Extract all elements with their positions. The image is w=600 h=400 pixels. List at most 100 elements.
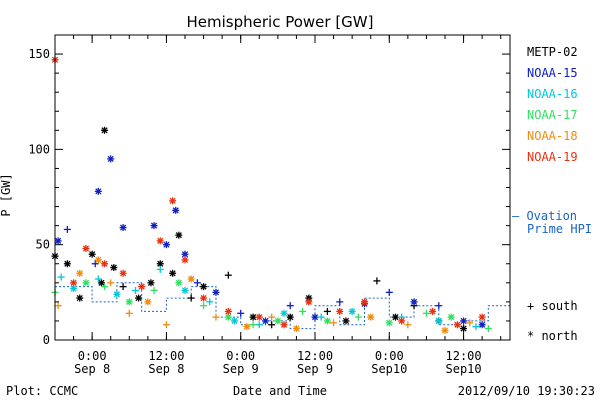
south-point-noaa-15 [63,225,71,233]
north-point-metp-02 [101,126,109,134]
north-point-noaa-19 [119,269,127,277]
north-point-metp-02 [286,313,294,321]
south-point-noaa-16 [317,313,325,321]
south-point-noaa-18 [162,321,170,329]
north-point-metp-02 [76,294,84,302]
north-point-metp-02 [156,260,164,268]
south-point-noaa-16 [472,323,480,331]
legend: METP-02 NOAA-15 NOAA-16 NOAA-17 NOAA-18 NOAA-… [512,45,592,343]
south-point-noaa-17 [299,307,307,315]
north-point-noaa-16 [348,307,356,315]
y-axis-label: P [GW] [0,173,13,216]
north-point-noaa-18 [441,326,449,334]
north-point-noaa-19 [280,321,288,329]
north-point-noaa-17 [125,298,133,306]
north-point-metp-02 [342,317,350,325]
north-point-noaa-19 [156,237,164,245]
north-point-noaa-15 [162,241,170,249]
north-point-noaa-17 [175,279,183,287]
north-point-metp-02 [110,264,118,272]
north-point-noaa-19 [255,313,263,321]
south-point-noaa-17 [101,283,109,291]
south-point-noaa-16 [206,298,214,306]
north-point-metp-02 [147,279,155,287]
north-point-noaa-15 [172,206,180,214]
north-point-noaa-16 [231,317,239,325]
legend-noaa-15: NOAA-15 [527,66,578,80]
x-tick-label: 0:00 [375,349,404,363]
x-tick-label: 0:00 [226,349,255,363]
north-point-metp-02 [460,325,468,333]
x-tick-label: 0:00 [78,349,107,363]
south-point-noaa-16 [255,321,263,329]
chart-title: Hemispheric Power [GW] [187,13,374,31]
legend-marker-south: + south [527,299,578,313]
south-point-noaa-17 [354,313,362,321]
south-point-noaa-18 [107,279,115,287]
north-point-noaa-15 [94,187,102,195]
legend-noaa-18: NOAA-18 [527,129,578,143]
south-point-noaa-17 [484,325,492,333]
north-point-noaa-15 [150,222,158,230]
north-point-noaa-15 [212,288,220,296]
north-point-metp-02 [135,294,143,302]
north-point-noaa-19 [70,279,78,287]
south-point-noaa-18 [212,313,220,321]
north-point-noaa-18 [367,313,375,321]
north-point-metp-02 [249,313,257,321]
north-point-noaa-16 [181,286,189,294]
x-tick-date: Sep 9 [297,362,333,376]
plot-frame [54,34,511,341]
south-point-noaa-15 [286,302,294,310]
north-point-metp-02 [63,260,71,268]
footer-timestamp: 2012/09/10 19:30:23 [458,384,595,398]
legend-ovation-line2: Prime HPI [527,222,592,236]
x-tick-label: 12:00 [148,349,184,363]
north-point-noaa-18 [292,325,300,333]
north-point-noaa-19 [305,298,313,306]
north-point-metp-02 [169,269,177,277]
south-point-noaa-18 [268,313,276,321]
south-point-metp-02 [373,277,381,285]
north-point-noaa-15 [410,298,418,306]
south-point-noaa-15 [385,288,393,296]
south-point-noaa-18 [54,302,62,310]
south-point-noaa-17 [249,321,257,329]
x-tick-date: Sep 8 [74,362,110,376]
north-point-noaa-17 [82,279,90,287]
north-point-metp-02 [97,279,105,287]
north-point-noaa-17 [385,319,393,327]
north-point-metp-02 [391,313,399,321]
x-tick-date: Sep10 [446,362,482,376]
legend-marker-north: * north [527,329,578,343]
south-point-metp-02 [224,271,232,279]
south-point-noaa-15 [193,279,201,287]
north-point-noaa-18 [76,269,84,277]
north-point-noaa-15 [261,317,269,325]
x-tick-date: Sep 9 [223,362,259,376]
south-point-noaa-17 [150,286,158,294]
south-point-noaa-18 [330,319,338,327]
ovation-line [55,282,511,330]
north-point-noaa-17 [447,313,455,321]
x-tick-date: Sep10 [371,362,407,376]
north-point-noaa-19 [82,245,90,252]
north-point-noaa-16 [113,290,121,298]
south-point-noaa-16 [131,286,139,294]
south-point-noaa-18 [404,321,412,329]
south-point-metp-02 [323,307,331,315]
legend-noaa-17: NOAA-17 [527,108,578,122]
north-point-noaa-15 [311,313,319,321]
north-point-noaa-16 [435,317,443,325]
legend-noaa-16: NOAA-16 [527,87,578,101]
north-point-noaa-19 [181,256,189,264]
south-point-noaa-17 [200,302,208,310]
south-point-noaa-16 [57,273,65,281]
north-point-noaa-19 [200,294,208,302]
north-point-noaa-19 [138,283,146,291]
footer-plot-source: Plot: CCMC [6,384,78,398]
y-tick-label: 100 [28,142,50,156]
legend-noaa-19: NOAA-19 [527,150,578,164]
north-point-noaa-15 [107,155,115,163]
